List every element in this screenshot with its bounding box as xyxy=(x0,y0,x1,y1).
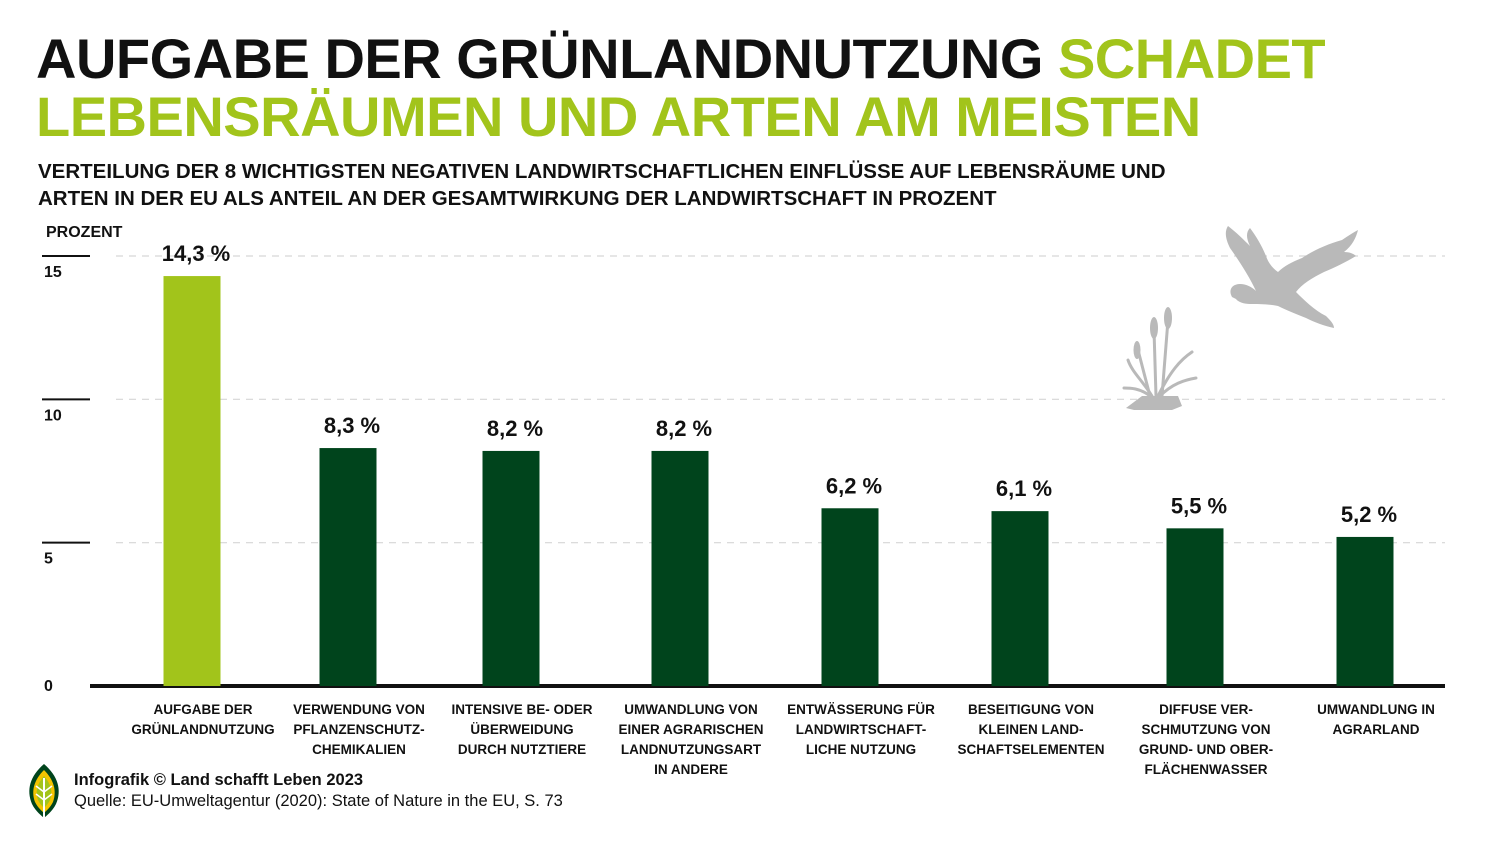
reed-icon xyxy=(1122,307,1198,410)
label-layer: 14,3 % AUFGABE DER GRÜNLANDNUTZUNG 8,3 % VER… xyxy=(131,241,1434,777)
category-label-line: VERWENDUNG VON xyxy=(293,702,425,717)
y-tick-label: 5 xyxy=(44,551,53,568)
category-label-line: UMWANDLUNG IN xyxy=(1317,702,1435,717)
category-label-line: LICHE NUTZUNG xyxy=(806,742,916,757)
bar xyxy=(821,508,879,686)
chart-subtitle: VERTEILUNG DER 8 WICHTIGSTEN NEGATIVEN L… xyxy=(38,158,1458,212)
category-label-line: UMWANDLUNG VON xyxy=(624,702,758,717)
bar-value-label: 5,5 % xyxy=(1171,493,1227,518)
category-label-line: AGRARLAND xyxy=(1333,722,1420,737)
category-label-line: GRUND- UND OBER- xyxy=(1139,742,1273,757)
y-axis-title: PROZENT xyxy=(46,224,123,241)
y-tick-label: 0 xyxy=(44,678,53,695)
category-label-line: SCHAFTSELEMENTEN xyxy=(957,742,1104,757)
title-part1: AUFGABE DER GRÜNLANDNUTZUNG xyxy=(36,27,1043,90)
category-label-line: CHEMIKALIEN xyxy=(312,742,406,757)
category-label-line: EINER AGRARISCHEN xyxy=(618,722,763,737)
category-label-line: ÜBERWEIDUNG xyxy=(470,722,573,737)
bar-value-label: 14,3 % xyxy=(162,241,231,266)
credit-text: Infografik © Land schafft Leben 2023 xyxy=(74,771,364,789)
bar xyxy=(651,450,709,686)
category-label-line: FLÄCHENWASSER xyxy=(1144,762,1267,777)
category-label-line: LANDNUTZUNGSART xyxy=(621,742,762,757)
y-tick-label: 10 xyxy=(44,407,62,424)
bar-layer xyxy=(163,276,1394,686)
bar-value-label: 8,2 % xyxy=(656,416,712,441)
title-part2: SCHADET xyxy=(1057,27,1326,90)
category-label-line: DIFFUSE VER- xyxy=(1159,702,1253,717)
category-label-line: AUFGABE DER xyxy=(153,702,252,717)
footer: Infografik © Land schafft Leben 2023 Que… xyxy=(74,770,563,812)
bar xyxy=(163,276,221,686)
category-label-line: BESEITIGUNG VON xyxy=(968,702,1094,717)
category-label-line: DURCH NUTZTIERE xyxy=(458,742,586,757)
bar xyxy=(319,448,377,686)
bar xyxy=(991,511,1049,686)
category-label-line: SCHMUTZUNG VON xyxy=(1142,722,1271,737)
bar-value-label: 8,2 % xyxy=(487,416,543,441)
category-label-line: GRÜNLANDNUTZUNG xyxy=(131,722,274,737)
category-label-line: IN ANDERE xyxy=(654,762,728,777)
source-text: Quelle: EU-Umweltagentur (2020): State o… xyxy=(74,792,563,810)
bar xyxy=(1336,536,1394,686)
title-line2: LEBENSRÄUMEN UND ARTEN AM MEISTEN xyxy=(36,85,1201,148)
bird-icon xyxy=(1225,226,1358,328)
category-label-line: PFLANZENSCHUTZ- xyxy=(293,722,424,737)
category-label-line: ENTWÄSSERUNG FÜR xyxy=(787,702,935,717)
chart-title: AUFGABE DER GRÜNLANDNUTZUNG SCHADET LEBE… xyxy=(36,27,1326,148)
bar-value-label: 5,2 % xyxy=(1341,502,1397,527)
bar-value-label: 6,2 % xyxy=(826,473,882,498)
y-tick-label: 15 xyxy=(44,264,62,281)
bar-value-label: 6,1 % xyxy=(996,476,1052,501)
bar xyxy=(1166,528,1224,686)
land-schafft-leben-logo xyxy=(29,764,59,820)
bar-value-label: 8,3 % xyxy=(324,413,380,438)
category-label-line: KLEINEN LAND- xyxy=(979,722,1084,737)
bar xyxy=(482,450,540,686)
subtitle-line1: VERTEILUNG DER 8 WICHTIGSTEN NEGATIVEN L… xyxy=(38,160,1166,183)
category-label-line: LANDWIRTSCHAFT- xyxy=(796,722,926,737)
category-label-line: INTENSIVE BE- ODER xyxy=(451,702,592,717)
subtitle-line2: ARTEN IN DER EU ALS ANTEIL AN DER GESAMT… xyxy=(38,187,997,210)
